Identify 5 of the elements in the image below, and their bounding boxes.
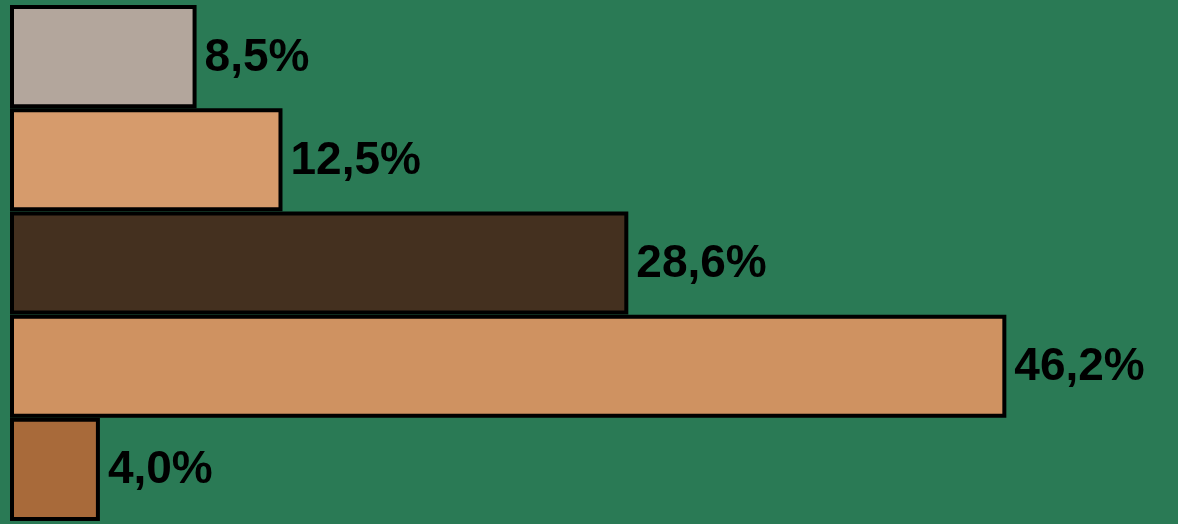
data-label: 46,2% [1014,338,1145,391]
data-label: 8,5% [204,28,310,81]
data-label: 4,0% [107,441,213,494]
data-label: 12,5% [290,131,421,184]
data-label: 28,6% [636,235,767,287]
